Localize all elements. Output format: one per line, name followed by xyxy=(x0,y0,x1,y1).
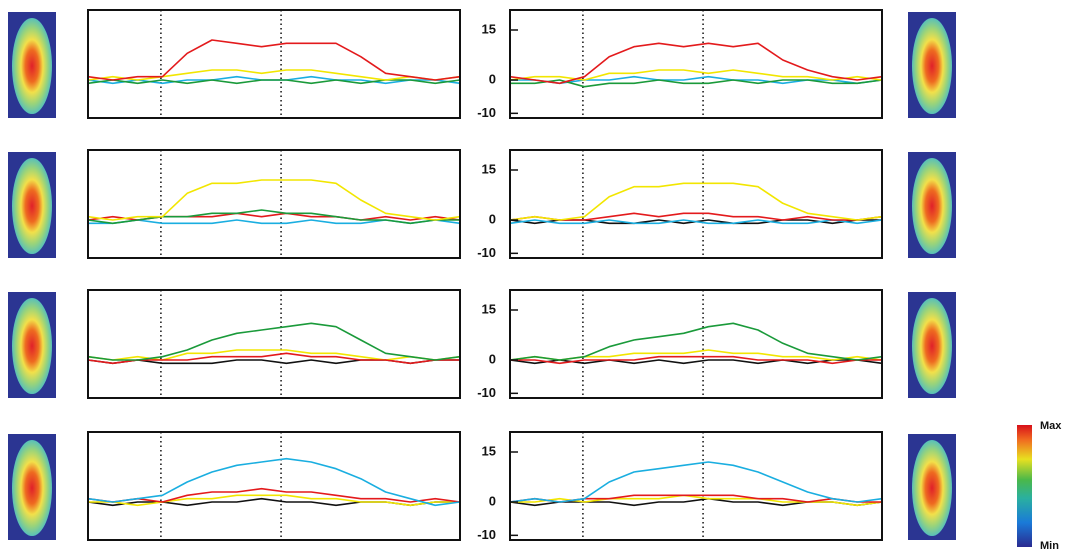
y-tick-label: 0 xyxy=(489,71,496,86)
y-tick-label: 0 xyxy=(489,493,496,508)
series-line xyxy=(87,487,461,503)
plot-frame xyxy=(509,431,883,541)
series-line xyxy=(509,69,883,81)
brain-map xyxy=(908,12,956,118)
y-tick-label: 15 xyxy=(482,21,496,36)
brain-map xyxy=(8,12,56,118)
series-line xyxy=(509,461,883,503)
y-tick-label: 15 xyxy=(482,161,496,176)
y-tick-label: -10 xyxy=(477,527,496,542)
plot-frame xyxy=(87,289,461,399)
plot-frame xyxy=(87,9,461,119)
brain-map xyxy=(8,434,56,540)
series-line xyxy=(510,75,883,85)
plot-frame xyxy=(509,289,883,399)
y-tick-label: 15 xyxy=(482,443,496,458)
series-line xyxy=(509,219,883,225)
series-line xyxy=(87,352,460,365)
colorbar xyxy=(1017,425,1032,547)
y-tick-label: 0 xyxy=(489,351,496,366)
series-line xyxy=(87,209,460,225)
colorbar-max: Max xyxy=(1040,420,1062,432)
plot-frame xyxy=(509,149,883,259)
brain-map xyxy=(908,434,956,540)
plot-frame xyxy=(87,431,461,541)
series-line xyxy=(87,79,461,85)
series-line xyxy=(509,322,883,361)
series-line xyxy=(509,212,883,221)
plot-frame xyxy=(87,149,461,259)
plot-frame xyxy=(509,9,883,119)
series-line xyxy=(510,79,883,88)
series-line xyxy=(509,42,883,85)
y-tick-label: 15 xyxy=(482,301,496,316)
series-line xyxy=(87,457,461,507)
series-line xyxy=(87,39,461,81)
y-tick-label: 0 xyxy=(489,211,496,226)
brain-map xyxy=(8,292,56,398)
y-tick-label: -10 xyxy=(477,245,496,260)
y-tick-label: -10 xyxy=(477,385,496,400)
series-line xyxy=(87,179,461,221)
series-line xyxy=(88,494,460,507)
brain-map xyxy=(908,152,956,258)
series-line xyxy=(87,69,461,81)
y-tick-label: -10 xyxy=(477,105,496,120)
colorbar-min: Min xyxy=(1040,540,1059,552)
series-line xyxy=(87,322,461,361)
brain-maps xyxy=(8,12,956,540)
series-line xyxy=(510,355,882,365)
brain-map xyxy=(908,292,956,398)
series-line xyxy=(509,182,883,221)
brain-map xyxy=(8,152,56,258)
